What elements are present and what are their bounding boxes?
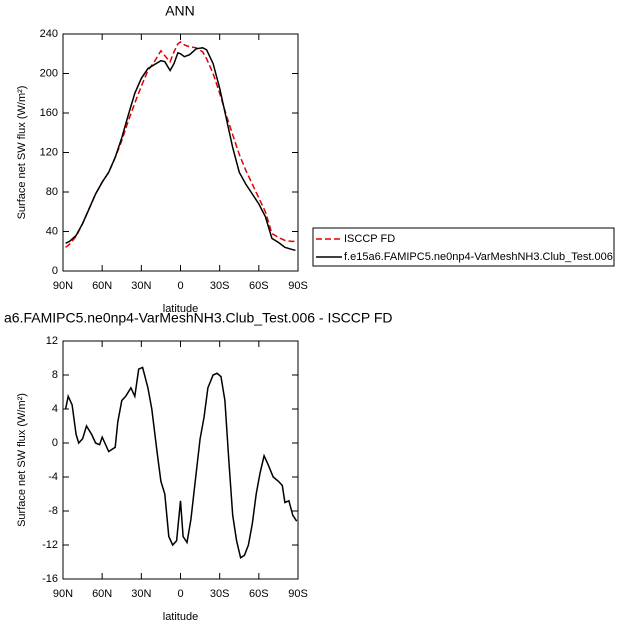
y-tick-label: 200 — [40, 67, 58, 79]
y-tick-label: 80 — [46, 186, 58, 198]
x-axis-label: latitude — [163, 303, 198, 315]
y-tick-label: -16 — [42, 573, 58, 585]
y-tick-label: 4 — [52, 403, 58, 415]
y-tick-label: 12 — [46, 335, 58, 347]
chart-title: a6.FAMIPC5.ne0np4-VarMeshNH3.Club_Test.0… — [4, 310, 393, 326]
x-tick-label: 30N — [131, 280, 151, 292]
x-tick-label: 90N — [53, 588, 73, 600]
plot-frame — [62, 33, 299, 272]
y-tick-label: 160 — [40, 107, 58, 119]
y-axis-label: Surface net SW flux (W/m²) — [16, 86, 28, 220]
y-tick-label: 0 — [52, 437, 58, 449]
x-tick-label: 90N — [53, 280, 73, 292]
chart-title: ANN — [165, 3, 195, 19]
y-tick-label: 0 — [52, 265, 58, 277]
x-tick-label: 30S — [210, 280, 230, 292]
y-tick-label: 8 — [52, 369, 58, 381]
y-tick-label: -8 — [48, 505, 58, 517]
plot-frame — [62, 340, 299, 580]
y-tick-label: -4 — [48, 471, 58, 483]
data-line — [65, 40, 296, 248]
y-tick-label: 120 — [40, 146, 58, 158]
x-tick-label: 30N — [131, 588, 151, 600]
legend-label: f.e15a6.FAMIPC5.ne0np4-VarMeshNH3.Club_T… — [344, 251, 613, 263]
x-tick-label: 60S — [249, 588, 269, 600]
x-tick-label: 0 — [177, 280, 183, 292]
y-tick-label: -12 — [42, 539, 58, 551]
y-tick-label: 40 — [46, 225, 58, 237]
y-tick-label: 240 — [40, 28, 58, 40]
x-tick-label: 60N — [92, 280, 112, 292]
x-tick-label: 30S — [210, 588, 230, 600]
data-line — [65, 47, 296, 252]
x-tick-label: 60S — [249, 280, 269, 292]
x-tick-label: 90S — [288, 588, 308, 600]
legend: ISCCP FD f.e15a6.FAMIPC5.ne0np4-VarMeshNH… — [312, 227, 615, 267]
y-axis-label: Surface net SW flux (W/m²) — [16, 393, 28, 527]
data-line — [64, 366, 298, 560]
x-tick-label: 60N — [92, 588, 112, 600]
legend-box — [312, 227, 615, 267]
legend-label: ISCCP FD — [344, 233, 395, 245]
x-tick-label: 90S — [288, 280, 308, 292]
x-axis-label: latitude — [163, 611, 198, 623]
x-tick-label: 0 — [177, 588, 183, 600]
